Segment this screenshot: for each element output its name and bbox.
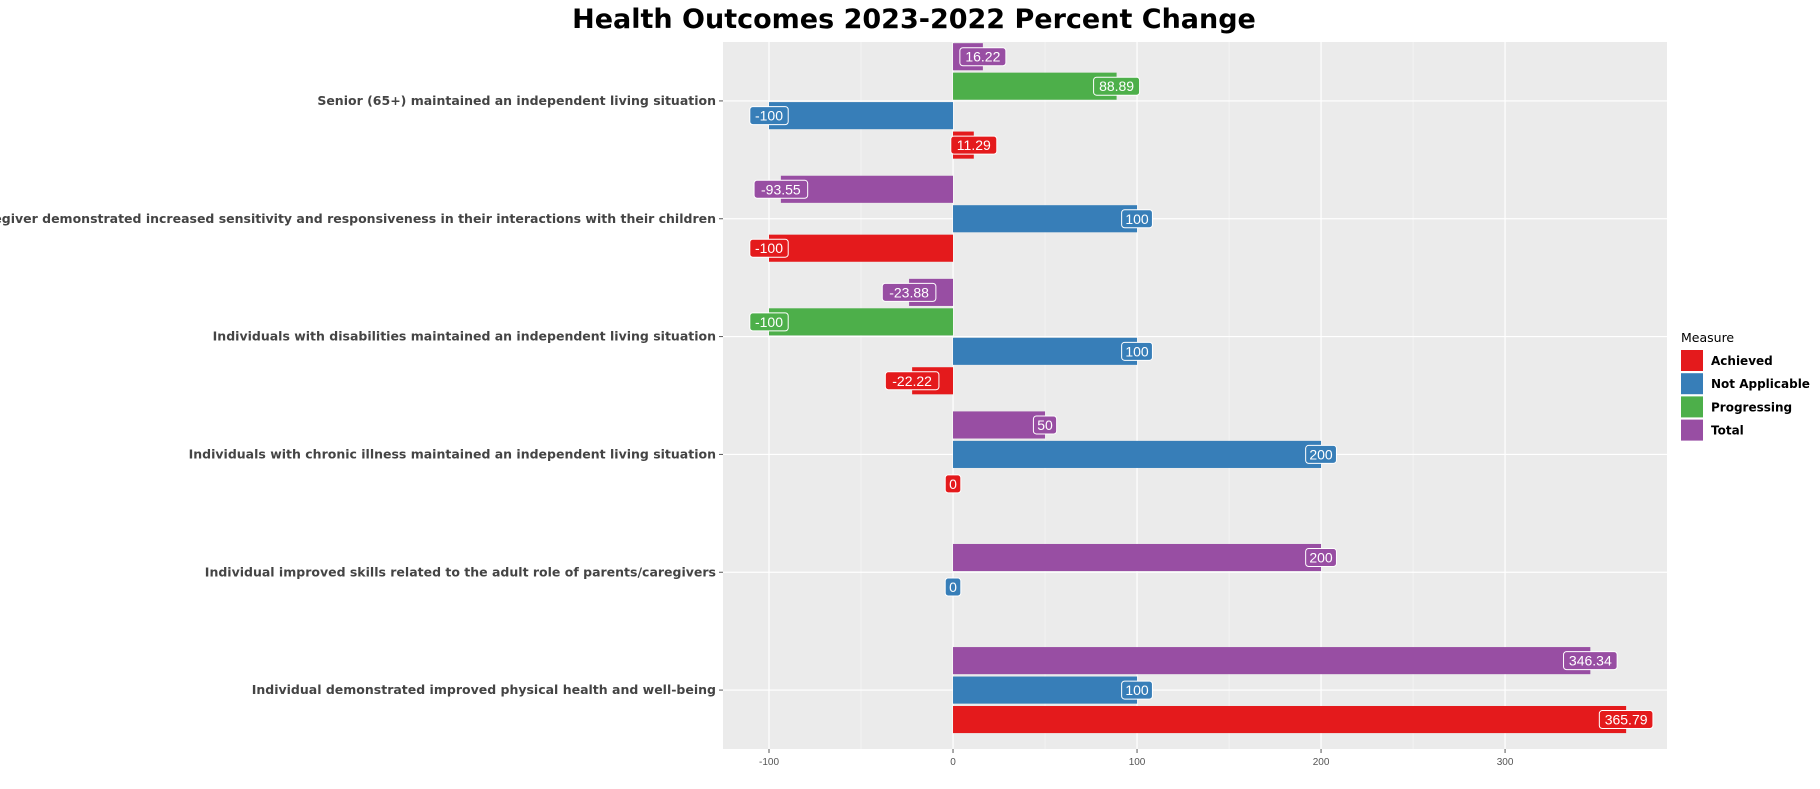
data-label-box — [1032, 415, 1058, 435]
data-label-box — [944, 577, 962, 597]
legend-swatch — [1681, 396, 1703, 418]
data-label-box — [749, 238, 789, 258]
bar — [953, 543, 1322, 572]
data-label-box — [749, 312, 789, 332]
data-label: 346.34 — [1569, 653, 1612, 669]
data-label-box — [950, 135, 998, 155]
category-label: Individual demonstrated improved physica… — [252, 682, 716, 697]
data-label: 0 — [949, 579, 957, 595]
bar — [953, 676, 1138, 704]
category-label: Parent/caregiver demonstrated increased … — [0, 211, 716, 226]
bar — [953, 705, 1627, 734]
data-label: -100 — [755, 314, 783, 330]
data-label-box — [1598, 710, 1654, 730]
x-tick-label: -100 — [759, 757, 779, 768]
category-label: Senior (65+) maintained an independent l… — [317, 93, 716, 108]
data-label: -100 — [755, 108, 783, 124]
legend-swatch — [1681, 419, 1703, 441]
data-label-box — [1121, 341, 1153, 361]
data-label-box — [1121, 209, 1153, 229]
data-label-box — [1563, 651, 1618, 671]
data-label: 100 — [1125, 343, 1149, 359]
data-label-box — [1093, 76, 1141, 96]
data-label-box — [753, 179, 809, 199]
data-label-box — [749, 106, 789, 126]
data-label: 365.79 — [1605, 712, 1648, 728]
data-label: 88.89 — [1099, 78, 1134, 94]
bar — [780, 175, 954, 203]
data-label: -100 — [755, 240, 783, 256]
bar — [769, 234, 954, 262]
data-label-box — [884, 371, 940, 391]
data-label-box — [1305, 444, 1337, 464]
legend-label: Achieved — [1711, 354, 1773, 368]
bar — [769, 308, 954, 336]
data-label: 200 — [1309, 446, 1333, 462]
x-tick-label: 200 — [1313, 757, 1330, 768]
data-label: 100 — [1125, 682, 1149, 698]
legend-label: Not Applicable — [1711, 377, 1810, 391]
bar — [953, 205, 1138, 233]
plot-panel — [723, 42, 1667, 749]
data-labels: 11.29 -100 88.89 16.22 -100 100 -93.55 -22.22 10… — [749, 47, 1654, 730]
data-label-box — [1121, 680, 1153, 700]
category-label: Individuals with chronic illness maintai… — [189, 446, 716, 461]
data-label: 50 — [1037, 417, 1053, 433]
legend-swatch — [1681, 373, 1703, 395]
category-label: Individual improved skills related to th… — [205, 564, 716, 579]
data-label: 200 — [1309, 550, 1333, 566]
data-label: 11.29 — [957, 137, 991, 153]
legend-swatch — [1681, 350, 1703, 371]
bar — [769, 102, 954, 130]
x-tick-label: 0 — [950, 757, 956, 768]
data-label: 16.22 — [965, 49, 1000, 65]
axes: -100 0 100 200 300 Senior (65+) maintained an… — [0, 93, 1514, 768]
data-label: 100 — [1125, 211, 1149, 227]
data-label: -93.55 — [761, 181, 801, 197]
legend-label: Progressing — [1711, 400, 1792, 414]
data-label: -22.22 — [892, 373, 932, 389]
legend-label: Total — [1711, 424, 1744, 438]
bar — [953, 647, 1591, 675]
bar — [953, 72, 1117, 100]
bar — [953, 440, 1322, 468]
bar — [953, 337, 1138, 365]
data-label-box — [944, 474, 962, 494]
bars — [769, 43, 1627, 734]
bar — [953, 411, 1046, 439]
data-label: -23.88 — [889, 284, 929, 300]
data-label-box — [1305, 548, 1337, 568]
legend-title: Measure — [1681, 330, 1734, 345]
data-label-box — [959, 47, 1007, 67]
chart-title: Health Outcomes 2023-2022 Percent Change — [572, 4, 1256, 35]
data-label-box — [881, 282, 937, 302]
legend: Measure Achieved Not Applicable Progressing… — [1681, 330, 1810, 441]
x-tick-label: 100 — [1129, 757, 1146, 768]
data-label: 0 — [949, 476, 957, 492]
x-tick-label: 300 — [1497, 757, 1514, 768]
category-label: Individuals with disabilities maintained… — [213, 329, 716, 344]
